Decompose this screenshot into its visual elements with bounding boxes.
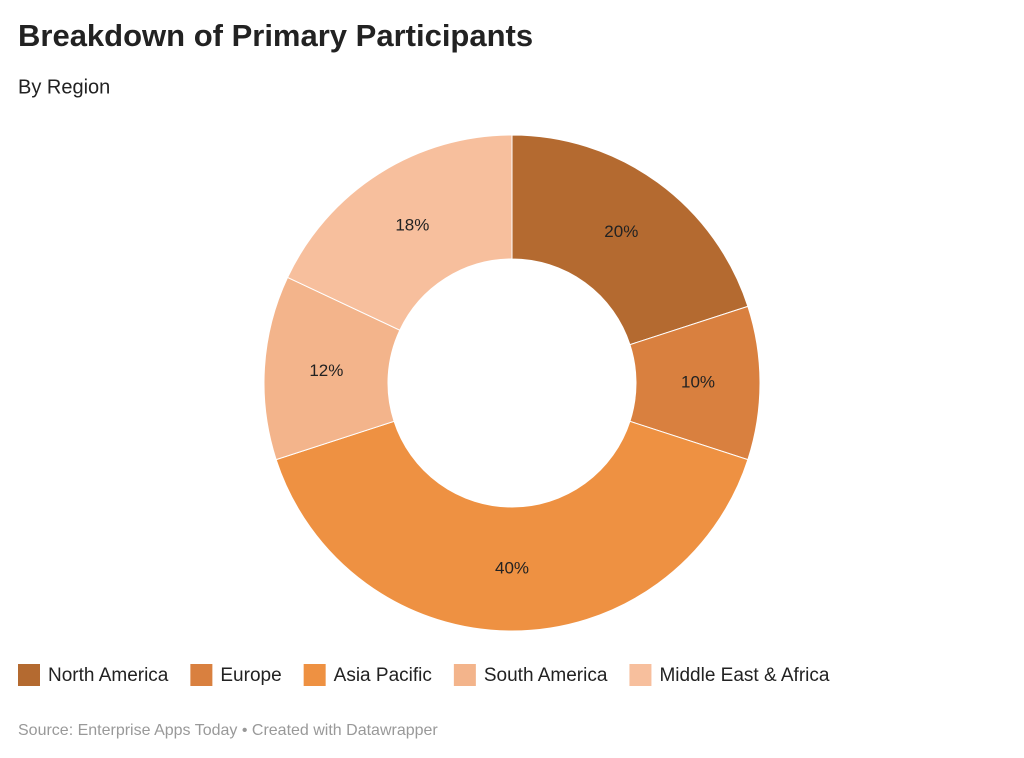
legend-swatch [629,664,652,686]
legend-swatch [18,664,40,686]
value-label: 18% [395,215,429,234]
legend-swatch [190,664,213,686]
legend-label: Europe [220,665,281,686]
donut-segment [511,134,749,346]
value-label: 12% [309,361,343,380]
value-label: 40% [495,558,529,577]
legend-label: Middle East & Africa [659,665,829,686]
value-label: 10% [681,372,715,391]
donut-segment [286,134,513,331]
legend-swatch [303,664,326,686]
legend-label: North America [48,665,169,686]
legend-swatch [453,664,476,686]
donut-segment [275,420,749,632]
value-label: 20% [604,222,638,241]
chart-subtitle: By Region [18,76,110,98]
chart-title: Breakdown of Primary Participants [18,18,533,53]
legend-label: South America [484,665,608,686]
legend-label: Asia Pacific [334,665,432,686]
source-note: Source: Enterprise Apps Today • Created … [18,722,438,739]
